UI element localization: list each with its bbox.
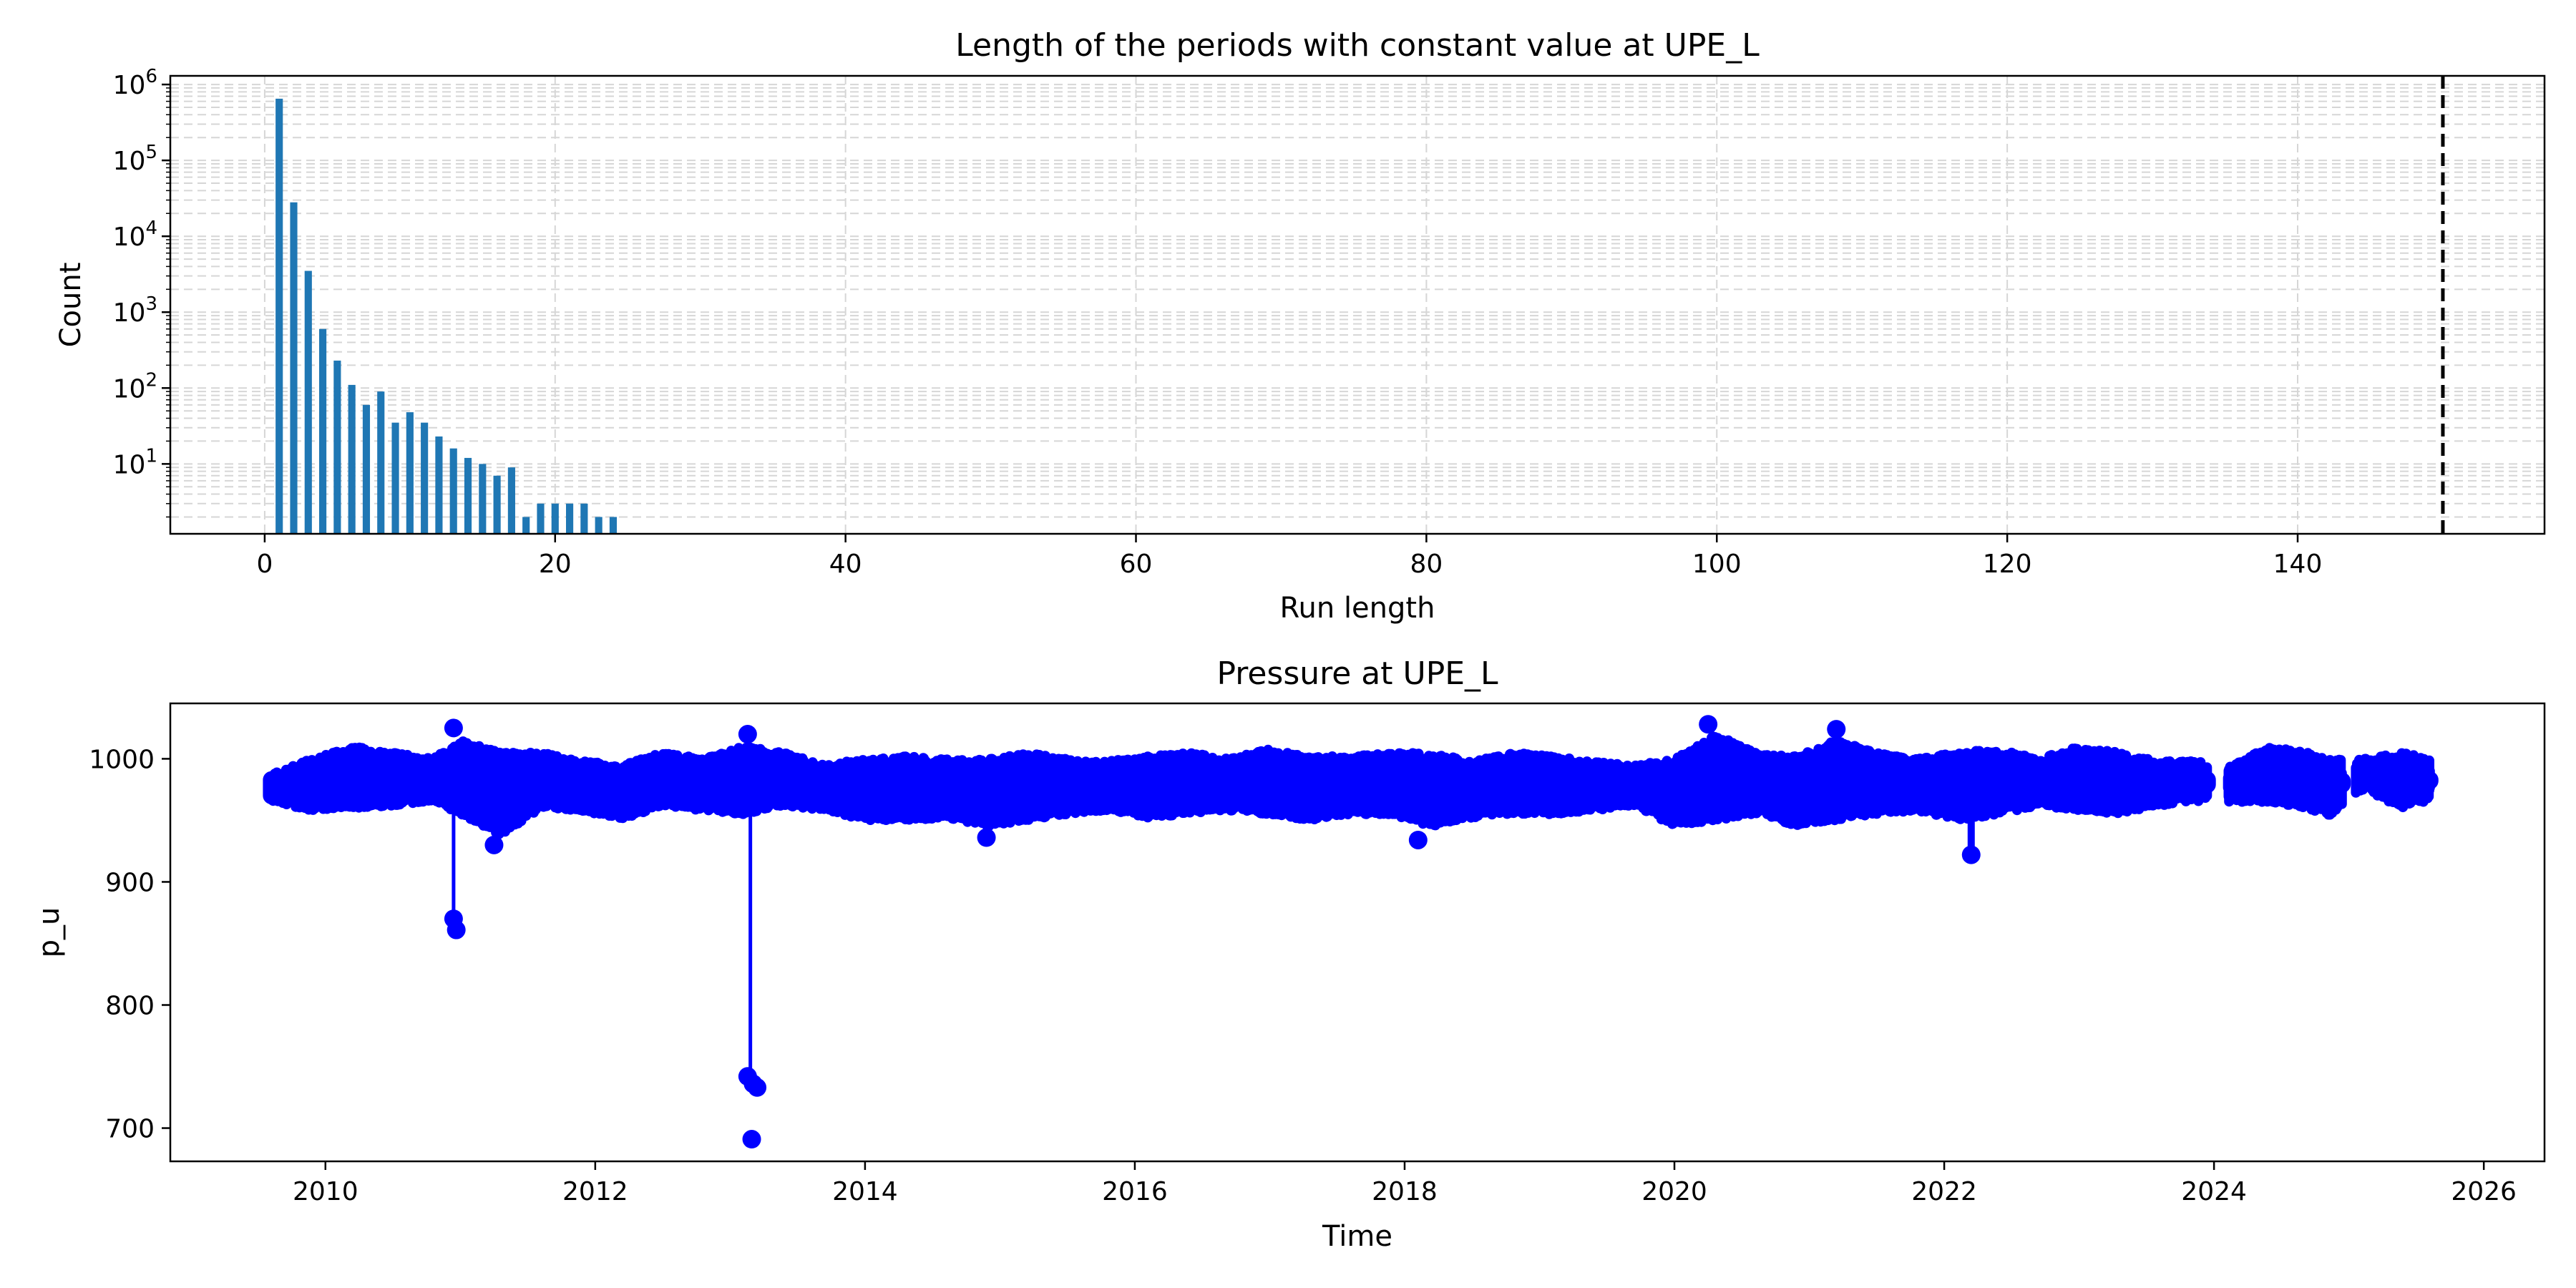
histogram-bar	[275, 98, 283, 534]
histogram-y-tick-label: 102	[113, 369, 157, 404]
histogram-bar	[421, 422, 429, 534]
timeseries-x-label: Time	[1322, 1220, 1392, 1253]
pressure-point	[738, 725, 757, 744]
histogram-bar	[580, 503, 588, 534]
pressure-point	[1699, 715, 1718, 734]
histogram-bar	[304, 270, 312, 534]
timeseries-y-label: p_u	[33, 907, 66, 958]
histogram-bar	[464, 457, 472, 534]
pressure-point	[484, 835, 504, 854]
timeseries-y-ticks: 700 800 900 1000	[89, 745, 170, 1144]
histogram-x-tick-label: 80	[1410, 550, 1443, 579]
histogram-bar	[362, 404, 371, 534]
histogram-axes-frame	[169, 74, 2546, 535]
timeseries-title: Pressure at UPE_L	[1216, 655, 1498, 692]
histogram-grid	[170, 76, 2545, 534]
timeseries-x-tick-label: 2014	[832, 1177, 898, 1206]
histogram-x-tick-label: 20	[539, 550, 572, 579]
pressure-point	[1827, 720, 1846, 739]
timeseries-y-tick-label: 1000	[89, 745, 155, 774]
timeseries-x-tick-label: 2018	[1372, 1177, 1438, 1206]
timeseries-x-tick-label: 2010	[293, 1177, 358, 1206]
histogram-bar	[522, 517, 530, 534]
timeseries-y-tick-label: 700	[105, 1115, 155, 1144]
histogram-bar	[493, 475, 501, 534]
histogram-y-ticks: 101 102 103 104 105 106	[113, 66, 170, 518]
pressure-point	[742, 1130, 761, 1149]
histogram-bars	[275, 98, 618, 534]
histogram-bar	[609, 517, 618, 534]
histogram-y-tick-label: 103	[113, 293, 157, 328]
pressure-point	[977, 828, 996, 847]
histogram-bar	[449, 448, 457, 534]
pressure-point	[447, 920, 466, 940]
histogram-bar	[537, 503, 545, 534]
histogram-bar	[435, 436, 443, 534]
histogram-bar	[290, 202, 298, 534]
pressure-point	[444, 718, 463, 738]
timeseries-x-tick-label: 2024	[2181, 1177, 2247, 1206]
histogram-bar	[348, 384, 356, 534]
timeseries-x-tick-label: 2026	[2451, 1177, 2517, 1206]
timeseries-x-tick-label: 2016	[1102, 1177, 1168, 1206]
histogram-bar	[551, 503, 559, 534]
pressure-point	[748, 1078, 767, 1097]
timeseries-x-tick-label: 2012	[562, 1177, 628, 1206]
pressure-point	[1961, 845, 1981, 864]
timeseries-x-ticks: 2010 2012 2014 2016 2018 2020 2022 2024 2026	[293, 1161, 2517, 1206]
pressure-band-core	[263, 748, 2439, 822]
histogram-bar	[566, 503, 574, 534]
histogram-bar	[333, 360, 341, 534]
histogram-x-tick-label: 60	[1120, 550, 1153, 579]
run-length-histogram: Length of the periods with constant valu…	[54, 27, 2546, 625]
timeseries-y-tick-label: 800	[105, 992, 155, 1021]
histogram-bar	[479, 464, 487, 534]
histogram-y-tick-label: 101	[113, 445, 157, 479]
histogram-bar	[595, 517, 602, 534]
histogram-bar	[507, 467, 515, 534]
histogram-bar	[406, 412, 414, 534]
histogram-y-label: Count	[54, 263, 87, 348]
histogram-x-ticks: 0 20 40 60 80 100 120 140	[256, 534, 2322, 579]
histogram-title: Length of the periods with constant valu…	[955, 27, 1760, 64]
histogram-y-tick-label: 106	[113, 66, 157, 100]
histogram-x-label: Run length	[1280, 592, 1435, 625]
histogram-x-tick-label: 120	[1983, 550, 2032, 579]
histogram-x-tick-label: 100	[1692, 550, 1742, 579]
histogram-x-tick-label: 40	[829, 550, 862, 579]
histogram-bar	[377, 391, 385, 534]
histogram-x-tick-label: 140	[2273, 550, 2323, 579]
timeseries-axes-frame	[169, 702, 2546, 1163]
histogram-bar	[319, 328, 327, 534]
pressure-point	[1408, 830, 1428, 849]
pressure-timeseries: Pressure at UPE_L 2010 2012 2014 2016 2018 20…	[33, 655, 2546, 1253]
histogram-y-tick-label: 104	[113, 218, 157, 252]
histogram-bar	[391, 422, 399, 534]
histogram-x-tick-label: 0	[256, 550, 273, 579]
pressure-series	[263, 715, 2439, 1149]
histogram-y-tick-label: 105	[113, 142, 157, 176]
timeseries-y-tick-label: 900	[105, 868, 155, 897]
timeseries-x-tick-label: 2022	[1911, 1177, 1977, 1206]
timeseries-x-tick-label: 2020	[1641, 1177, 1707, 1206]
